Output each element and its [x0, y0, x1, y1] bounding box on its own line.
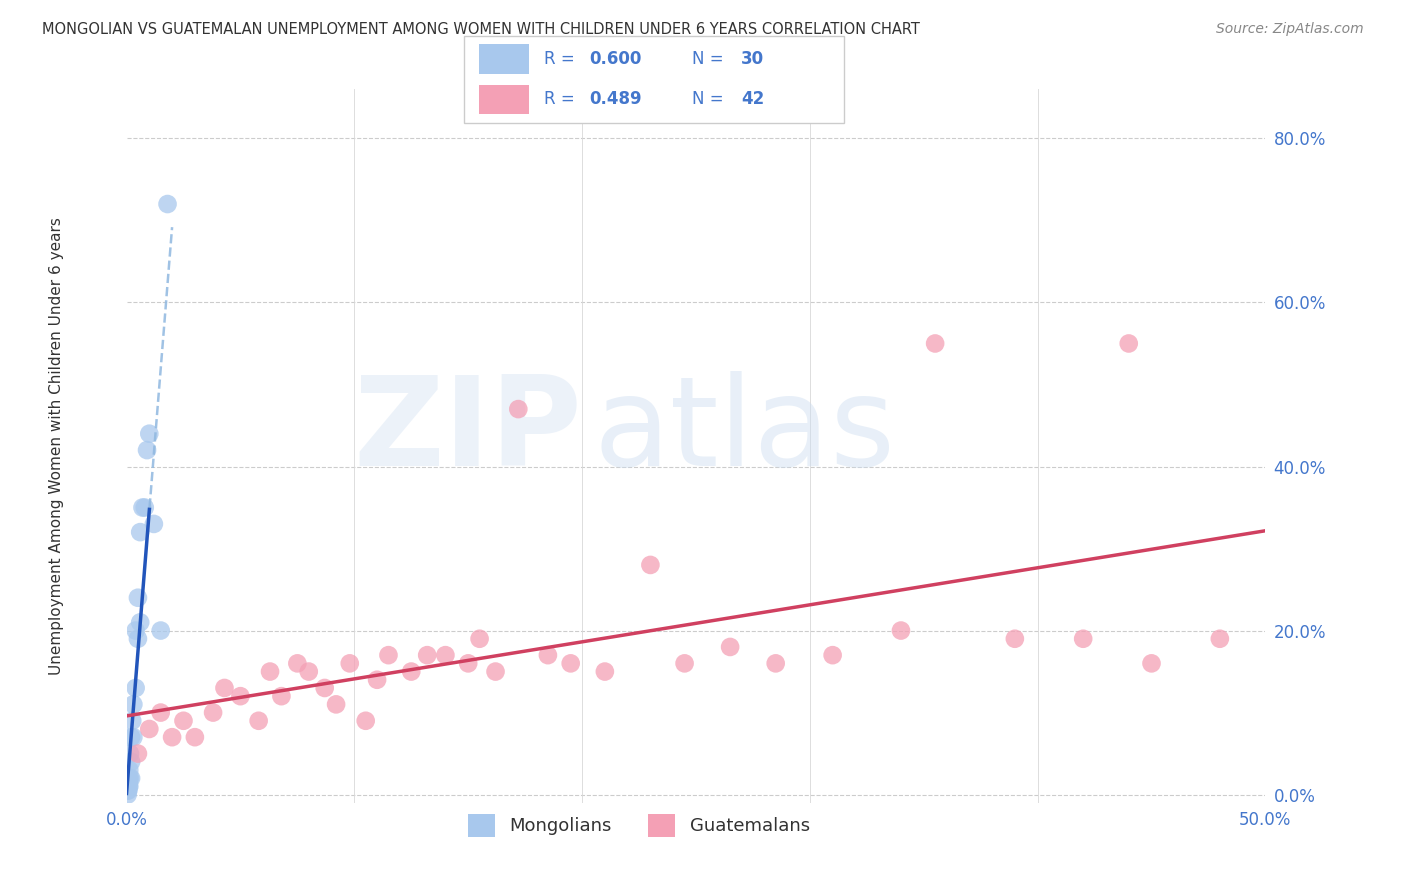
Point: [765, 657, 787, 671]
Point: [673, 657, 696, 671]
Text: atlas: atlas: [593, 371, 896, 492]
Text: 42: 42: [741, 90, 765, 109]
Point: [142, 516, 165, 531]
Point: [118, 771, 141, 785]
Point: [122, 698, 145, 712]
Point: [124, 681, 146, 695]
Point: [118, 771, 141, 785]
Point: [1004, 632, 1026, 646]
Point: [122, 730, 145, 744]
Point: [127, 747, 149, 761]
Point: [1071, 632, 1094, 646]
Text: MONGOLIAN VS GUATEMALAN UNEMPLOYMENT AMONG WOMEN WITH CHILDREN UNDER 6 YEARS COR: MONGOLIAN VS GUATEMALAN UNEMPLOYMENT AMO…: [42, 22, 920, 37]
Text: Source: ZipAtlas.com: Source: ZipAtlas.com: [1216, 22, 1364, 37]
Point: [118, 780, 141, 794]
Point: [149, 706, 172, 720]
Point: [129, 525, 152, 540]
Point: [339, 657, 361, 671]
Point: [131, 500, 153, 515]
FancyBboxPatch shape: [464, 36, 844, 123]
Point: [1118, 336, 1140, 351]
Point: [127, 591, 149, 605]
Point: [366, 673, 388, 687]
Text: N =: N =: [692, 90, 728, 109]
Point: [401, 665, 423, 679]
Point: [127, 632, 149, 646]
Text: 30: 30: [741, 50, 765, 69]
Point: [136, 443, 159, 458]
FancyBboxPatch shape: [479, 45, 529, 74]
Point: [184, 730, 207, 744]
Text: ZIP: ZIP: [353, 371, 582, 492]
Point: [117, 783, 139, 797]
Point: [129, 615, 152, 630]
Text: R =: R =: [544, 90, 579, 109]
Point: [718, 640, 741, 654]
Point: [229, 689, 252, 703]
Point: [314, 681, 336, 695]
Point: [468, 632, 491, 646]
Legend: Mongolians, Guatemalans: Mongolians, Guatemalans: [461, 807, 817, 844]
Point: [138, 722, 160, 736]
Point: [120, 730, 142, 744]
Point: [138, 426, 160, 441]
Point: [202, 706, 225, 720]
Point: [118, 747, 141, 761]
Point: [890, 624, 912, 638]
Point: [259, 665, 281, 679]
Point: [354, 714, 377, 728]
Point: [121, 714, 143, 728]
Point: [120, 771, 142, 785]
Point: [287, 657, 309, 671]
Point: [134, 500, 156, 515]
Point: [484, 665, 506, 679]
Point: [924, 336, 946, 351]
Text: R =: R =: [544, 50, 579, 69]
Point: [377, 648, 399, 662]
Point: [117, 783, 139, 797]
Point: [508, 402, 530, 417]
Point: [1209, 632, 1232, 646]
Point: [325, 698, 347, 712]
Point: [172, 714, 194, 728]
Text: Unemployment Among Women with Children Under 6 years: Unemployment Among Women with Children U…: [49, 217, 63, 675]
Point: [118, 775, 141, 789]
Point: [118, 763, 141, 777]
Point: [640, 558, 662, 572]
Point: [434, 648, 457, 662]
Point: [560, 657, 582, 671]
Text: 0.600: 0.600: [589, 50, 641, 69]
Point: [117, 780, 139, 794]
Point: [124, 624, 146, 638]
Point: [457, 657, 479, 671]
Point: [593, 665, 616, 679]
Point: [156, 197, 179, 211]
Point: [120, 755, 142, 769]
Point: [117, 788, 139, 802]
Point: [247, 714, 270, 728]
Point: [149, 624, 172, 638]
Text: 0.489: 0.489: [589, 90, 643, 109]
Text: N =: N =: [692, 50, 728, 69]
Point: [298, 665, 321, 679]
FancyBboxPatch shape: [479, 85, 529, 114]
Point: [160, 730, 183, 744]
Point: [118, 780, 141, 794]
Point: [821, 648, 844, 662]
Point: [214, 681, 236, 695]
Point: [1140, 657, 1163, 671]
Point: [416, 648, 439, 662]
Point: [270, 689, 292, 703]
Point: [537, 648, 560, 662]
